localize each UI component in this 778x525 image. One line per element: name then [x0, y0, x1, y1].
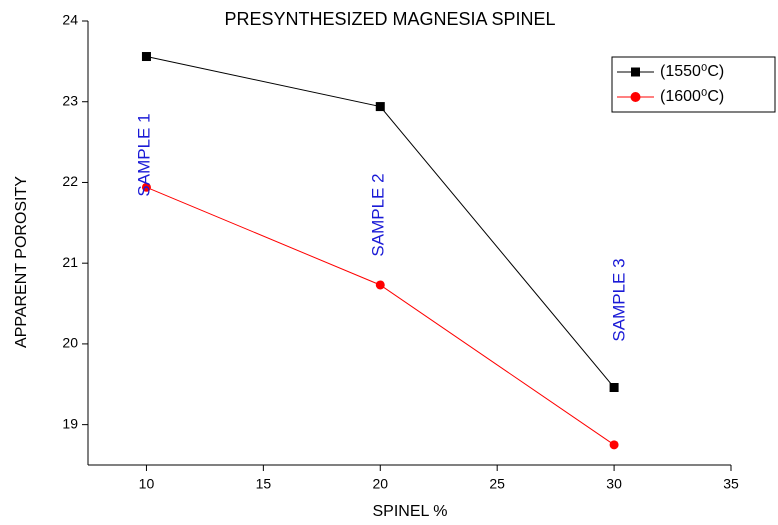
legend-marker [631, 67, 640, 77]
point [141, 52, 151, 62]
x-tick-label: 30 [606, 476, 622, 492]
point [375, 102, 385, 112]
point [375, 280, 385, 290]
x-tick-label: 10 [139, 476, 155, 492]
point [609, 383, 619, 393]
y-tick-label: 20 [62, 335, 78, 351]
x-tick-label: 35 [723, 476, 739, 492]
y-tick-label: 24 [62, 12, 78, 28]
annotation: SAMPLE 2 [368, 173, 387, 256]
y-tick-label: 21 [62, 254, 78, 270]
point [141, 182, 151, 192]
legend-label: (1550⁰C) [660, 63, 724, 80]
x-tick-label: 15 [256, 476, 272, 492]
y-tick-label: 19 [62, 415, 78, 431]
legend-marker [630, 92, 641, 102]
point [609, 440, 619, 450]
legend-box [611, 56, 776, 113]
y-tick-label: 22 [62, 173, 78, 189]
chart-title: PRESYNTHESIZED MAGNESIA SPINEL [224, 9, 555, 29]
legend-label: (1600⁰C) [660, 88, 724, 105]
annotation: SAMPLE 1 [134, 113, 153, 196]
annotation: SAMPLE 3 [609, 258, 628, 341]
y-axis-label: APPARENT POROSITY [13, 176, 30, 348]
x-tick-label: 25 [489, 476, 505, 492]
x-axis-label: SPINEL % [373, 503, 448, 520]
x-tick-label: 20 [372, 476, 388, 492]
y-tick-label: 23 [62, 92, 78, 108]
